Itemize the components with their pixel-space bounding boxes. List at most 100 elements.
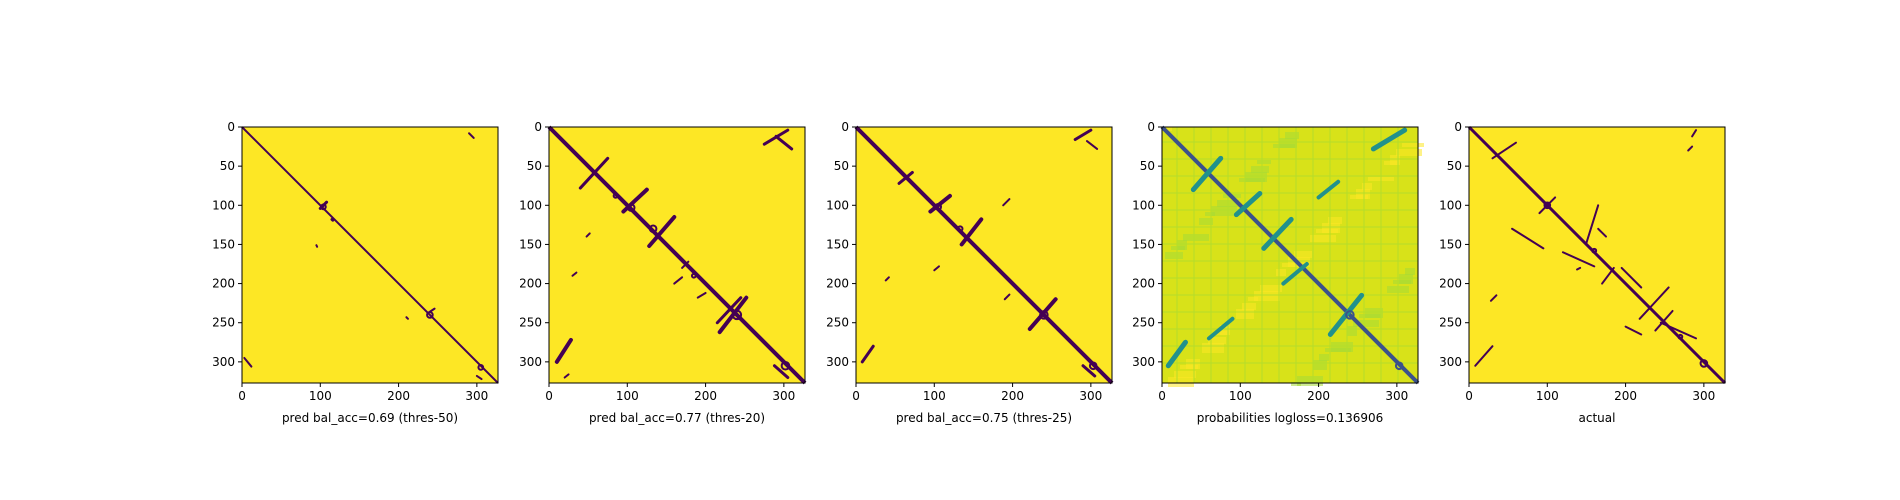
x-tick-label: 300 xyxy=(1692,389,1715,403)
x-tick-label: 200 xyxy=(1307,389,1330,403)
contact-segment xyxy=(1654,309,1674,332)
y-tick-label: 250 xyxy=(826,316,849,330)
contact-segment xyxy=(897,170,914,185)
diagonal-contact-band xyxy=(1467,125,1727,385)
y-tick-label: 0 xyxy=(841,120,849,134)
contact-cluster xyxy=(1088,361,1098,371)
subplot-2: 0 100 200 300 0 50 100 150 200 250 300 pred bal_a… xyxy=(519,120,807,425)
contact-segment xyxy=(571,271,578,277)
contact-cluster xyxy=(1543,201,1552,210)
contact-segment xyxy=(1073,128,1093,142)
y-tick-label: 300 xyxy=(826,355,849,369)
axes-frame-2 xyxy=(548,126,806,384)
x-tick-label: 300 xyxy=(772,389,795,403)
contact-segment xyxy=(578,156,610,190)
y-tick-label: 50 xyxy=(1447,159,1462,173)
contact-segment xyxy=(405,316,409,320)
x-tick-label: 100 xyxy=(1536,389,1559,403)
y-tick-label: 0 xyxy=(1454,120,1462,134)
x-tick-label: 200 xyxy=(694,389,717,403)
y-tick-label: 300 xyxy=(1132,355,1155,369)
heatmap-1 xyxy=(241,126,499,384)
contact-segment xyxy=(475,374,483,381)
y-tick-label: 150 xyxy=(1132,237,1155,251)
probability-texture xyxy=(1165,252,1183,259)
probability-texture xyxy=(1202,343,1224,353)
diagonal-contact-band xyxy=(854,125,1114,385)
x-tick-label: 0 xyxy=(1465,389,1473,403)
contact-segment xyxy=(1561,251,1596,268)
contact-segment xyxy=(696,291,707,299)
contact-cluster xyxy=(477,363,485,371)
x-axis-label-1: pred bal_acc=0.69 (thres-50) xyxy=(282,411,458,425)
subplot-3: 0 100 200 300 0 50 100 150 200 250 300 pred bal_a… xyxy=(826,120,1114,425)
probability-texture xyxy=(1183,234,1209,241)
contact-segment xyxy=(1474,345,1494,367)
y-ticks-5: 0 50 100 150 200 250 300 xyxy=(1439,120,1469,369)
contact-segment xyxy=(585,232,591,238)
y-tick-label: 100 xyxy=(1439,198,1462,212)
heatmap-5 xyxy=(1467,125,1727,385)
y-ticks-1: 0 50 100 150 200 250 300 xyxy=(212,120,242,369)
x-tick-label: 0 xyxy=(545,389,553,403)
probability-texture xyxy=(1251,166,1269,173)
axes-frame-4 xyxy=(1161,126,1419,384)
probability-texture xyxy=(1242,303,1256,310)
contact-segment xyxy=(884,276,890,282)
contact-segment xyxy=(1002,198,1011,207)
axes-frame-5 xyxy=(1468,126,1726,384)
probability-texture xyxy=(1294,251,1312,258)
contact-cluster xyxy=(1591,247,1598,254)
contact-segment xyxy=(1003,293,1011,301)
contact-cluster xyxy=(780,361,791,371)
contact-segment xyxy=(1190,155,1224,193)
y-ticks-2: 0 50 100 150 200 250 300 xyxy=(519,120,549,369)
axes-frame-3 xyxy=(855,126,1113,384)
contact-segment xyxy=(1585,204,1600,244)
x-tick-label: 200 xyxy=(387,389,410,403)
x-tick-label: 300 xyxy=(1385,389,1408,403)
contact-segment xyxy=(1538,196,1557,215)
probability-texture xyxy=(1174,371,1196,378)
y-tick-label: 200 xyxy=(826,277,849,291)
contact-segment xyxy=(1511,227,1545,250)
y-tick-label: 300 xyxy=(519,355,542,369)
contact-segment xyxy=(1624,325,1643,336)
y-tick-label: 50 xyxy=(834,159,849,173)
heatmap-4 xyxy=(1160,125,1424,387)
contact-segment xyxy=(554,337,573,364)
probability-texture xyxy=(1291,382,1301,386)
probability-texture xyxy=(1353,320,1379,327)
contact-segment xyxy=(1597,227,1608,238)
probability-texture xyxy=(1248,297,1258,301)
contact-segment xyxy=(772,364,790,380)
x-tick-label: 0 xyxy=(852,389,860,403)
contact-cluster xyxy=(934,203,943,211)
y-tick-label: 0 xyxy=(534,120,542,134)
contact-segment xyxy=(1687,145,1694,152)
y-tick-label: 100 xyxy=(212,198,235,212)
probability-texture xyxy=(1362,183,1372,190)
contact-cluster xyxy=(690,272,697,279)
heatmap-2 xyxy=(547,125,807,385)
x-tick-label: 100 xyxy=(309,389,332,403)
subplot-4: 0 100 200 300 0 50 100 150 200 250 300 probabilit… xyxy=(1132,120,1424,425)
contact-cluster xyxy=(626,203,636,212)
contact-segment xyxy=(1691,129,1698,138)
x-tick-label: 200 xyxy=(1001,389,1024,403)
contact-cluster xyxy=(648,224,658,234)
diagonal-contact-band xyxy=(241,126,499,384)
heatmap-3 xyxy=(854,125,1114,385)
contact-segment xyxy=(1316,179,1341,200)
y-tick-label: 200 xyxy=(1439,277,1462,291)
contact-segment xyxy=(634,196,641,201)
y-tick-label: 0 xyxy=(227,120,235,134)
probability-texture xyxy=(1276,269,1286,276)
x-tick-label: 0 xyxy=(1158,389,1166,403)
contact-segment xyxy=(1027,297,1058,331)
subplot-5: 0 100 200 300 0 50 100 150 200 250 300 actual xyxy=(1439,120,1727,425)
y-ticks-3: 0 50 100 150 200 250 300 xyxy=(826,120,856,369)
contact-cluster xyxy=(1345,310,1355,320)
y-tick-label: 50 xyxy=(220,159,235,173)
contact-segment xyxy=(681,260,690,269)
